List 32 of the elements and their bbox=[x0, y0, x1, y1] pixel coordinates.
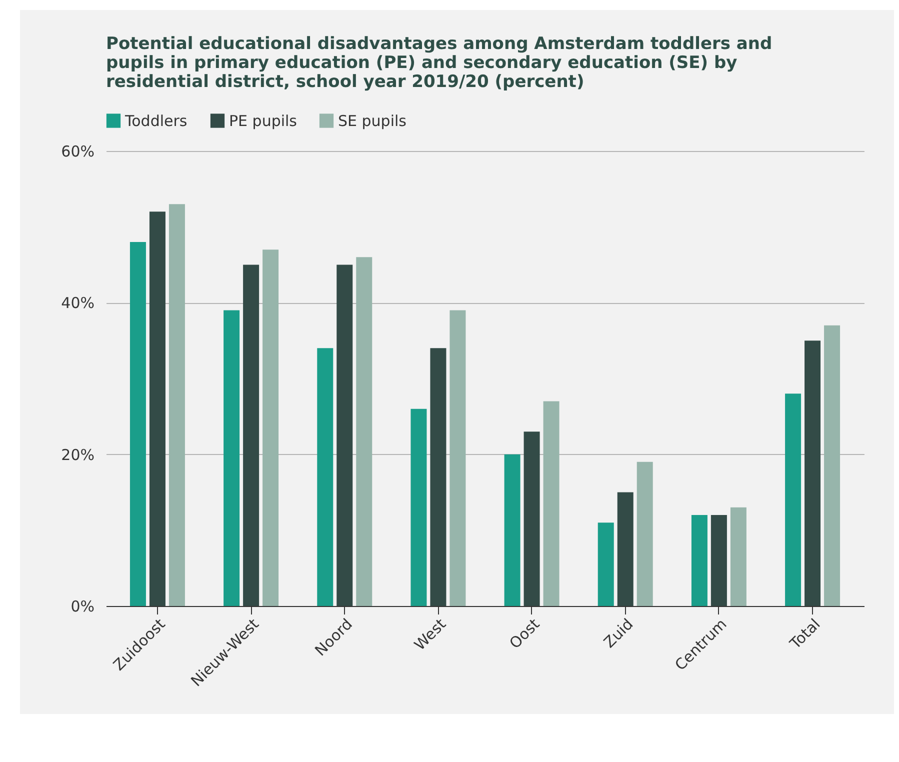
bar bbox=[149, 212, 166, 606]
bar bbox=[317, 348, 334, 606]
bar bbox=[130, 242, 146, 606]
bar bbox=[168, 204, 185, 606]
y-tick-label: 40% bbox=[61, 294, 94, 312]
legend-label: PE pupils bbox=[229, 112, 298, 130]
bar bbox=[410, 408, 427, 606]
y-tick-label: 0% bbox=[70, 598, 94, 616]
bar bbox=[710, 515, 727, 606]
legend-label: SE pupils bbox=[338, 112, 407, 130]
y-tick-label: 60% bbox=[61, 142, 94, 160]
bar bbox=[524, 432, 540, 606]
bar bbox=[356, 257, 372, 606]
bar bbox=[598, 522, 614, 606]
bar bbox=[243, 264, 260, 606]
y-tick-label: 20% bbox=[61, 446, 94, 464]
bar bbox=[543, 401, 560, 606]
bar bbox=[504, 454, 520, 606]
bar bbox=[785, 394, 802, 606]
bar bbox=[636, 462, 653, 606]
bar bbox=[262, 250, 279, 606]
legend-label: Toddlers bbox=[124, 112, 188, 130]
bar bbox=[450, 310, 466, 606]
bar bbox=[691, 515, 708, 606]
bar bbox=[430, 348, 446, 606]
bar bbox=[804, 340, 821, 606]
bar bbox=[730, 507, 746, 606]
bar bbox=[617, 492, 634, 606]
chart-title: Potential educational disadvantages among Amsterdam toddlers and pupils in primary education (PE) and secondary education (SE) by residential district, school year 2019/20 (percent) bbox=[106, 34, 772, 92]
bar bbox=[336, 264, 353, 606]
bar bbox=[824, 325, 840, 606]
bar bbox=[224, 310, 240, 606]
